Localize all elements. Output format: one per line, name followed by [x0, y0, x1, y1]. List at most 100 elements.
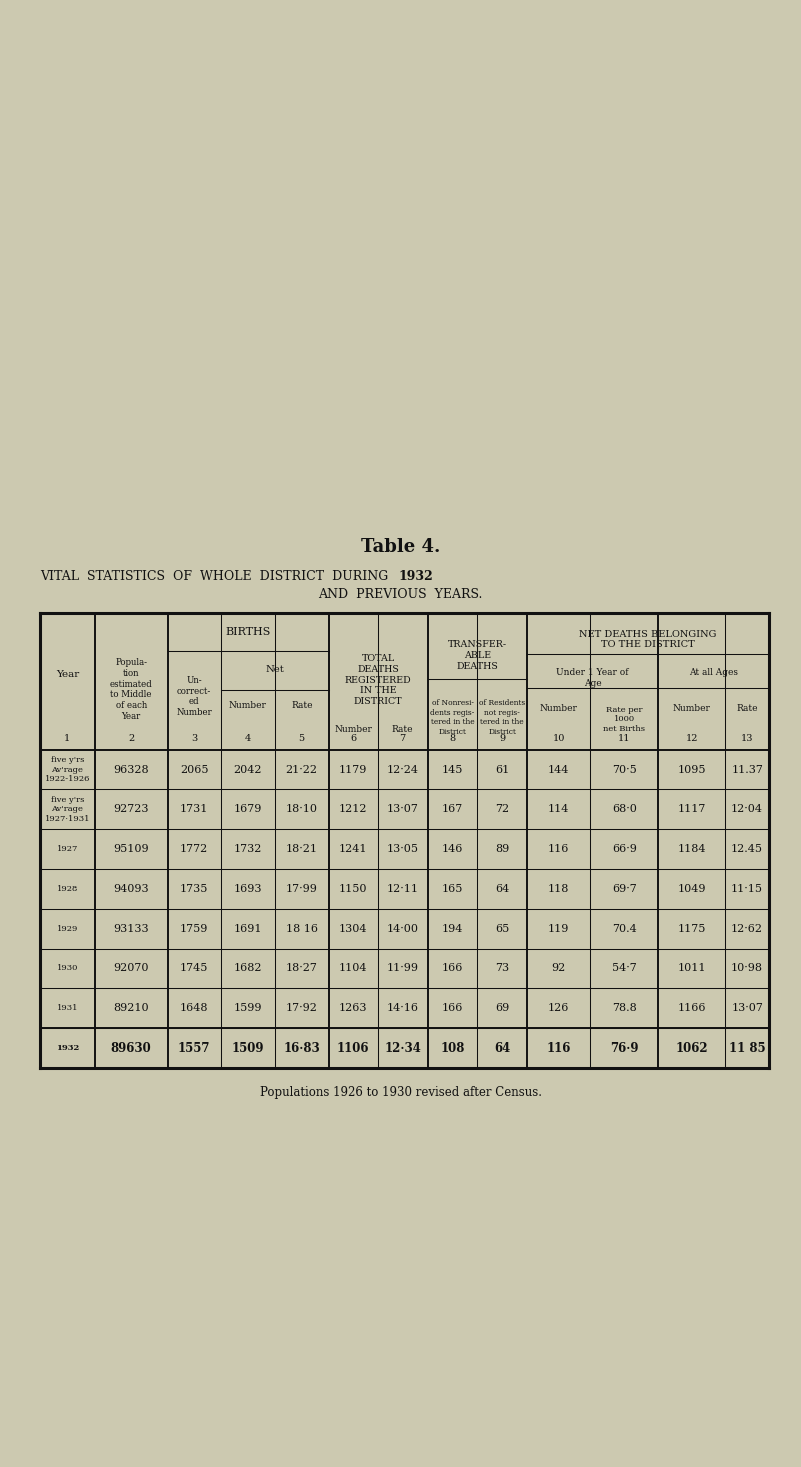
Text: 1693: 1693: [234, 885, 262, 893]
Text: 1304: 1304: [339, 924, 368, 933]
Text: 1104: 1104: [339, 964, 368, 974]
Text: 1049: 1049: [678, 885, 706, 893]
Text: 1: 1: [64, 734, 70, 742]
Text: 96328: 96328: [114, 764, 149, 775]
Text: BIRTHS: BIRTHS: [225, 628, 271, 637]
Text: 1212: 1212: [339, 804, 368, 814]
Text: 1735: 1735: [180, 885, 208, 893]
Text: 11 85: 11 85: [729, 1042, 766, 1055]
Text: 1930: 1930: [57, 964, 78, 973]
Text: 1682: 1682: [234, 964, 262, 974]
Text: Rate per
1000
net Births: Rate per 1000 net Births: [603, 706, 646, 734]
Text: 1932: 1932: [56, 1045, 79, 1052]
Text: 1062: 1062: [675, 1042, 708, 1055]
Text: 92723: 92723: [114, 804, 149, 814]
Text: 11: 11: [618, 734, 630, 742]
Text: 11·15: 11·15: [731, 885, 763, 893]
Text: 72: 72: [495, 804, 509, 814]
Text: 1175: 1175: [678, 924, 706, 933]
Text: 9: 9: [499, 734, 505, 742]
Text: 12·11: 12·11: [387, 885, 419, 893]
Text: 1927: 1927: [57, 845, 78, 854]
Text: Rate: Rate: [736, 704, 758, 713]
Text: 16·83: 16·83: [284, 1042, 320, 1055]
Text: 12.45: 12.45: [731, 844, 763, 854]
Text: 18·27: 18·27: [286, 964, 318, 974]
Text: 1557: 1557: [178, 1042, 211, 1055]
Text: Under 1 Year of
Age: Under 1 Year of Age: [557, 667, 629, 688]
Text: 8: 8: [449, 734, 456, 742]
Text: 76·9: 76·9: [610, 1042, 638, 1055]
Text: 6: 6: [350, 734, 356, 742]
Text: 1184: 1184: [678, 844, 706, 854]
Text: Rate: Rate: [392, 725, 413, 734]
Text: AND  PREVIOUS  YEARS.: AND PREVIOUS YEARS.: [318, 588, 483, 600]
Text: 4: 4: [244, 734, 251, 742]
Text: 3: 3: [191, 734, 197, 742]
Text: 1731: 1731: [180, 804, 208, 814]
Text: five y'rs
Av'rage
1927·1931: five y'rs Av'rage 1927·1931: [45, 795, 91, 823]
Text: 66·9: 66·9: [612, 844, 637, 854]
Text: 1745: 1745: [180, 964, 208, 974]
Text: 1648: 1648: [180, 1003, 208, 1014]
Text: Year: Year: [56, 670, 79, 679]
Text: 10·98: 10·98: [731, 964, 763, 974]
Text: 93133: 93133: [114, 924, 149, 933]
Text: of Nonresi-
dents regis-
tered in the
District: of Nonresi- dents regis- tered in the Di…: [430, 700, 475, 735]
Text: 94093: 94093: [114, 885, 149, 893]
Text: 12·24: 12·24: [387, 764, 419, 775]
Text: 119: 119: [548, 924, 570, 933]
Text: 89210: 89210: [114, 1003, 149, 1014]
Text: Rate: Rate: [291, 701, 312, 710]
Text: 14·16: 14·16: [387, 1003, 419, 1014]
Text: 1179: 1179: [339, 764, 368, 775]
Text: 13·07: 13·07: [387, 804, 419, 814]
Text: 70.4: 70.4: [612, 924, 637, 933]
Text: 12·34: 12·34: [384, 1042, 421, 1055]
Text: Number: Number: [229, 701, 267, 710]
Text: five y'rs
Av'rage
1922-1926: five y'rs Av'rage 1922-1926: [45, 756, 90, 783]
Text: 13·05: 13·05: [387, 844, 419, 854]
Text: NET DEATHS BELONGING
TO THE DISTRICT: NET DEATHS BELONGING TO THE DISTRICT: [579, 629, 717, 650]
Text: 64: 64: [494, 1042, 510, 1055]
Text: 92: 92: [552, 964, 566, 974]
Text: 1241: 1241: [339, 844, 368, 854]
Text: 7: 7: [400, 734, 406, 742]
Text: 1759: 1759: [180, 924, 208, 933]
Text: 89: 89: [495, 844, 509, 854]
Text: 1929: 1929: [57, 924, 78, 933]
Text: of Residents
not regis-
tered in the
District: of Residents not regis- tered in the Dis…: [479, 700, 525, 735]
Text: 18·10: 18·10: [286, 804, 318, 814]
Text: 11·99: 11·99: [387, 964, 419, 974]
Text: Populations 1926 to 1930 revised after Census.: Populations 1926 to 1930 revised after C…: [260, 1087, 541, 1099]
Text: At all Ages: At all Ages: [689, 667, 738, 676]
Text: 1509: 1509: [231, 1042, 264, 1055]
Text: 10: 10: [553, 734, 565, 742]
Text: TOTAL
DEATHS
REGISTERED
IN THE
DISTRICT: TOTAL DEATHS REGISTERED IN THE DISTRICT: [345, 654, 412, 706]
Text: 21·22: 21·22: [286, 764, 318, 775]
Text: 61: 61: [495, 764, 509, 775]
Text: 1931: 1931: [57, 1005, 78, 1012]
Text: 18·21: 18·21: [286, 844, 318, 854]
Text: Table 4.: Table 4.: [360, 538, 441, 556]
Text: Number: Number: [540, 704, 578, 713]
Text: 1691: 1691: [234, 924, 262, 933]
Text: 1150: 1150: [339, 885, 368, 893]
Text: 54·7: 54·7: [612, 964, 637, 974]
Text: Popula-
tion
estimated
to Middle
of each
Year: Popula- tion estimated to Middle of each…: [110, 659, 152, 720]
Text: 1106: 1106: [337, 1042, 369, 1055]
Text: 108: 108: [441, 1042, 465, 1055]
Text: 12·62: 12·62: [731, 924, 763, 933]
Text: 68·0: 68·0: [612, 804, 637, 814]
Text: 92070: 92070: [114, 964, 149, 974]
Text: 18 16: 18 16: [286, 924, 318, 933]
Text: 11.37: 11.37: [731, 764, 763, 775]
Text: 17·92: 17·92: [286, 1003, 318, 1014]
Text: 1772: 1772: [180, 844, 208, 854]
Text: 1263: 1263: [339, 1003, 368, 1014]
Text: 1928: 1928: [57, 885, 78, 893]
Text: VITAL  STATISTICS  OF  WHOLE  DISTRICT  DURING: VITAL STATISTICS OF WHOLE DISTRICT DURIN…: [40, 571, 396, 582]
Text: 78.8: 78.8: [612, 1003, 637, 1014]
Text: 114: 114: [548, 804, 570, 814]
Text: 1117: 1117: [678, 804, 706, 814]
